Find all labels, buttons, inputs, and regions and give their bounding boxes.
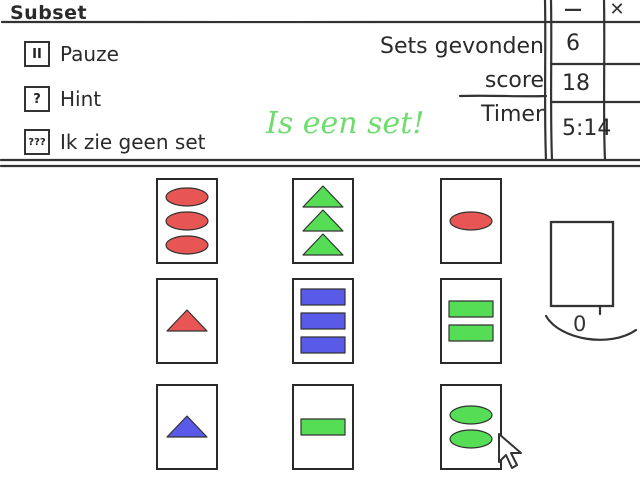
card-4[interactable] [156, 278, 218, 364]
sets-found-value: 6 [566, 31, 580, 56]
close-icon: ✕ [609, 0, 625, 20]
timer-value: 5:14 [562, 116, 612, 141]
red-oval-symbol [165, 187, 209, 207]
red-triangle-symbol [166, 309, 208, 332]
green-oval-symbol [449, 429, 493, 449]
minimize-button[interactable]: — [556, 0, 590, 20]
card-6[interactable] [440, 278, 502, 364]
minimize-icon: — [564, 0, 582, 20]
pause-label: Pauze [60, 42, 119, 66]
card-8[interactable] [292, 384, 354, 470]
card-2[interactable] [292, 178, 354, 264]
card-3[interactable] [440, 178, 502, 264]
score-value: 18 [562, 71, 590, 96]
card-symbols [449, 405, 493, 449]
card-9[interactable] [440, 384, 502, 470]
arrow-cursor-icon [498, 433, 522, 469]
no-set-icon: ??? [24, 129, 50, 155]
green-triangle-symbol [302, 185, 344, 208]
card-symbols [300, 418, 346, 436]
header-frame [0, 0, 640, 168]
card-symbols [166, 415, 208, 438]
red-oval-symbol [165, 235, 209, 255]
red-oval-symbol [449, 211, 493, 231]
close-button[interactable]: ✕ [600, 0, 634, 20]
set-status-message: Is een set! [266, 106, 425, 141]
green-triangle-symbol [302, 209, 344, 232]
red-oval-symbol [165, 211, 209, 231]
selected-count: 0 [573, 312, 587, 336]
blue-rectangle-symbol [300, 336, 346, 354]
card-symbols [448, 300, 494, 342]
card-symbols [449, 211, 493, 231]
selection-tray [544, 220, 638, 341]
card-symbols [166, 309, 208, 332]
blue-rectangle-symbol [300, 288, 346, 306]
green-triangle-symbol [302, 233, 344, 256]
card-7[interactable] [156, 384, 218, 470]
card-symbols [302, 185, 344, 256]
card-symbols [300, 288, 346, 354]
hint-icon: ? [24, 86, 50, 112]
green-oval-symbol [449, 405, 493, 425]
green-rectangle-symbol [300, 418, 346, 436]
timer-label: Timer [481, 102, 544, 127]
card-symbols [165, 187, 209, 255]
card-1[interactable] [156, 178, 218, 264]
blue-rectangle-symbol [300, 312, 346, 330]
score-label: score [484, 68, 544, 93]
app-title: Subset [10, 2, 88, 24]
pause-button[interactable]: II Pauze [24, 38, 119, 70]
green-rectangle-symbol [448, 324, 494, 342]
card-5[interactable] [292, 278, 354, 364]
hint-button[interactable]: ? Hint [24, 83, 101, 115]
no-set-label: Ik zie geen set [60, 130, 206, 154]
green-rectangle-symbol [448, 300, 494, 318]
pause-icon: II [24, 41, 50, 67]
blue-triangle-symbol [166, 415, 208, 438]
no-set-button[interactable]: ??? Ik zie geen set [24, 126, 205, 158]
hint-label: Hint [60, 87, 102, 111]
sets-found-label: Sets gevonden [380, 34, 544, 59]
